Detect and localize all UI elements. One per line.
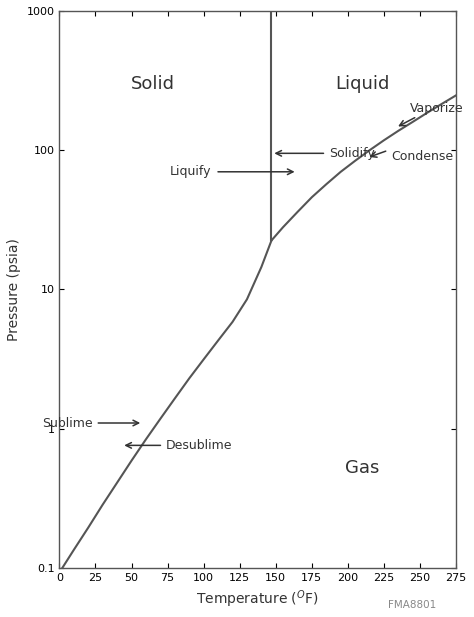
Text: Condense: Condense: [391, 150, 453, 164]
Text: Liquify: Liquify: [169, 165, 211, 178]
Text: Solidify: Solidify: [329, 147, 375, 160]
Y-axis label: Pressure (psia): Pressure (psia): [7, 238, 21, 341]
Text: FMA8801: FMA8801: [388, 600, 436, 610]
X-axis label: Temperature ($^{O}$F): Temperature ($^{O}$F): [196, 589, 319, 610]
Text: Solid: Solid: [131, 75, 175, 93]
Text: Gas: Gas: [345, 459, 380, 478]
Text: Liquid: Liquid: [335, 75, 390, 93]
Text: Desublime: Desublime: [166, 439, 233, 452]
Text: Sublime: Sublime: [42, 416, 92, 429]
Text: Vaporize: Vaporize: [410, 102, 464, 115]
